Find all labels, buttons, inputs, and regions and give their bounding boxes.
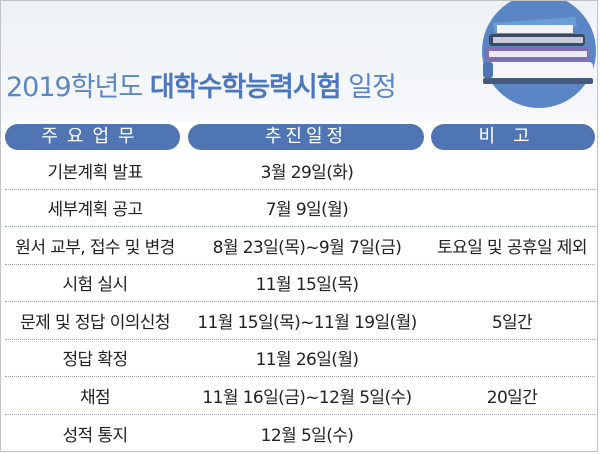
task-cell: 원서 교부, 접수 및 변경 [15,237,175,258]
schedule-cell: 12월 5일(수) [260,425,354,446]
table-row: 시험 실시 11월 15일(목) [5,265,595,302]
task-cell: 시험 실시 [62,275,129,296]
note-cell: 5일간 [491,312,533,333]
schedule-cell: 11월 15일(목)~11월 19일(월) [197,312,417,333]
schedule-cell: 3월 29일(화) [260,162,354,183]
task-cell: 성적 통지 [62,425,129,446]
schedule-cell: 8월 23일(목)~9월 7일(금) [212,237,402,258]
table-row: 원서 교부, 접수 및 변경 8월 23일(목)~9월 7일(금) 토요일 및 … [5,227,595,265]
task-cell: 문제 및 정답 이의신청 [20,312,170,333]
task-cell: 세부계획 공고 [47,200,143,221]
note-cell [429,415,595,453]
stacked-books-icon [482,1,596,108]
table-row: 정답 확정 11월 26일(월) [5,340,595,377]
schedule-cell: 7월 9일(월) [265,200,349,221]
table-header: 주요업무 추진일정 비고 [5,122,595,152]
table-row: 문제 및 정답 이의신청 11월 15일(목)~11월 19일(월) 5일간 [5,302,595,340]
task-cell: 채점 [79,387,111,408]
schedule-cell: 11월 26일(월) [255,350,359,371]
note-cell [429,340,595,377]
schedule-table: 주요업무 추진일정 비고 기본계획 발표 3월 29일(화) 세부계획 공고 7… [5,122,595,452]
title-main: 대학수학능력시험 [149,72,342,103]
task-cell: 정답 확정 [62,350,129,371]
page-title: 2019학년도 대학수학능력시험 일정 [6,65,397,104]
note-cell: 20일간 [486,387,538,408]
table-row: 성적 통지 12월 5일(수) [5,415,595,453]
title-middle: 학년도 [70,72,150,103]
title-year: 2019 [6,72,72,103]
table-row: 기본계획 발표 3월 29일(화) [5,152,595,190]
table-row: 채점 11월 16일(금)~12월 5일(수) 20일간 [5,377,595,415]
header-schedule: 추진일정 [188,124,424,150]
header-notes: 비고 [431,124,595,150]
task-cell: 기본계획 발표 [47,162,143,183]
schedule-cell: 11월 16일(금)~12월 5일(수) [202,387,412,408]
note-cell [429,152,595,189]
note-cell [429,265,595,302]
note-cell [429,190,595,227]
header-tasks: 주요업무 [5,124,180,150]
schedule-cell: 11월 15일(목) [255,275,359,296]
title-suffix: 일정 [340,72,397,103]
note-cell: 토요일 및 공휴일 제외 [437,237,587,258]
table-row: 세부계획 공고 7월 9일(월) [5,190,595,227]
